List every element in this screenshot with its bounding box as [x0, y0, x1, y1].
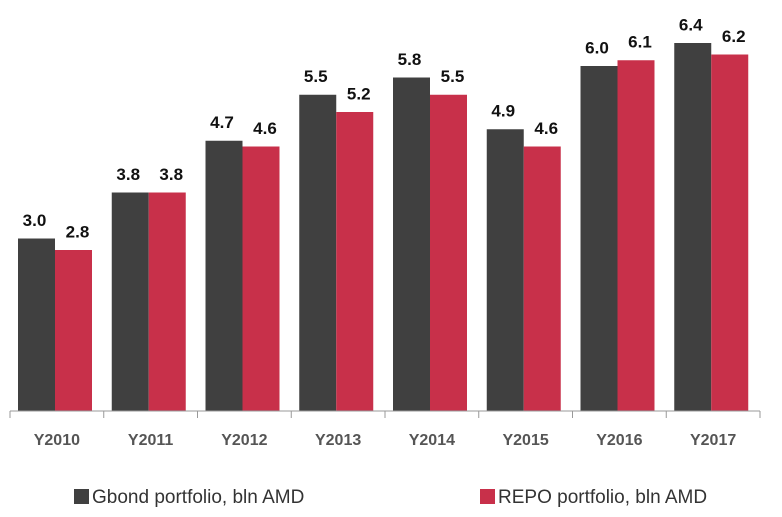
value-label: 5.5 — [304, 67, 328, 86]
bar — [674, 43, 712, 411]
value-label: 6.4 — [679, 15, 703, 34]
x-tick-label: Y2012 — [221, 432, 267, 449]
bar — [580, 66, 618, 411]
value-label: 6.0 — [585, 38, 609, 57]
value-label: 4.9 — [491, 102, 515, 121]
bar — [430, 94, 467, 411]
bar — [617, 60, 655, 411]
bar — [55, 250, 92, 411]
bar — [205, 140, 243, 411]
value-label: 5.5 — [441, 67, 465, 86]
x-tick-label: Y2011 — [128, 432, 173, 449]
bar — [523, 146, 561, 411]
bar — [148, 192, 186, 411]
bar — [299, 94, 337, 411]
value-label: 2.8 — [66, 222, 90, 241]
value-label: 5.2 — [347, 84, 371, 103]
x-tick-label: Y2015 — [502, 432, 548, 449]
x-tick-label: Y2017 — [690, 432, 736, 449]
value-label: 6.2 — [722, 27, 746, 46]
value-label: 5.8 — [398, 50, 422, 69]
x-tick-label: Y2010 — [34, 432, 80, 449]
value-label: 4.6 — [253, 119, 277, 138]
bar — [486, 129, 524, 411]
bar — [111, 192, 149, 411]
bar — [393, 77, 430, 411]
x-tick-label: Y2013 — [315, 432, 361, 449]
legend-label: REPO portfolio, bln AMD — [498, 487, 707, 508]
x-tick-label: Y2014 — [409, 432, 455, 449]
legend-swatch — [480, 489, 495, 504]
value-label: 4.6 — [534, 119, 558, 138]
value-label: 3.8 — [159, 165, 183, 184]
value-label: 4.7 — [210, 113, 234, 132]
value-label: 3.0 — [23, 211, 47, 230]
bar — [336, 112, 374, 411]
x-tick-label: Y2016 — [596, 432, 642, 449]
bar — [242, 146, 280, 411]
value-label: 3.8 — [116, 165, 140, 184]
legend-swatch — [74, 489, 89, 504]
value-label: 6.1 — [628, 33, 652, 52]
bar — [18, 238, 55, 411]
bar — [711, 54, 749, 411]
legend-label: Gbond portfolio, bln AMD — [92, 487, 304, 508]
